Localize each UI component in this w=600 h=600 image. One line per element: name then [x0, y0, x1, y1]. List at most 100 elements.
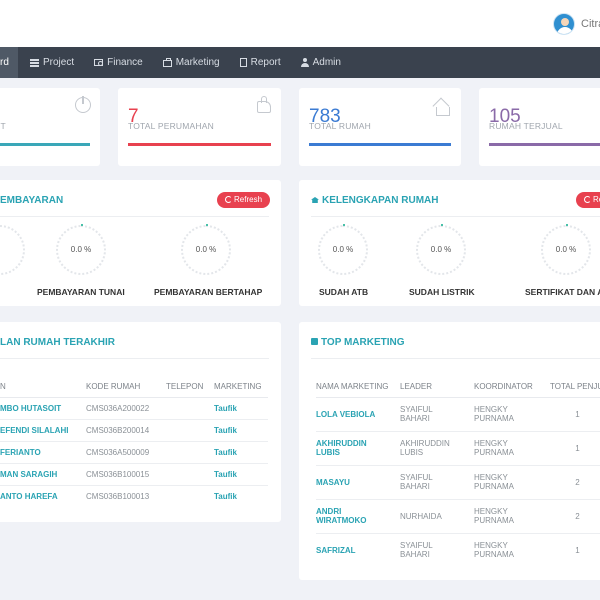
money-icon: [94, 59, 104, 66]
table-row[interactable]: MASAYU SYAIFUL BAHARI HENGKY PURNAMA 2: [316, 464, 600, 499]
cell-leader: SYAIFUL BAHARI: [400, 532, 474, 567]
cell-total: 1: [550, 396, 600, 431]
divider: [0, 216, 269, 217]
cell-nama: MAN SARAGIH: [0, 462, 86, 485]
cell-leader: NURHAIDA: [400, 498, 474, 533]
table-row[interactable]: MBO HUTASOIT CMS036A200022 Taufik: [0, 396, 268, 419]
cell-telepon: [166, 484, 214, 507]
cell-nama: FERIANTO: [0, 440, 86, 463]
cell-telepon: [166, 440, 214, 463]
column-header: LEADER: [400, 376, 474, 398]
nav-admin[interactable]: Admin: [291, 47, 351, 78]
column-header: MARKETING: [214, 376, 268, 398]
cell-leader: SYAIFUL BAHARI: [400, 396, 474, 431]
gauge-value: 0.0 %: [430, 245, 452, 254]
gauge-value: 0.0 %: [555, 245, 577, 254]
user-name[interactable]: Citra: [581, 18, 600, 30]
cell-kode: CMS036A200022: [86, 396, 166, 419]
gauge-marker: [441, 224, 443, 226]
stat-value: 783: [309, 106, 341, 127]
divider: [0, 358, 269, 359]
divider: [311, 216, 600, 217]
stat-card-rumah: 783 TOTAL RUMAH: [299, 88, 461, 166]
card-title: TOP MARKETING: [311, 337, 405, 348]
gauge-value: 0.0 %: [70, 245, 92, 254]
penjualan-terakhir-card: LAN RUMAH TERAKHIR N KODE RUMAH TELEPON …: [0, 322, 281, 522]
list-icon: [30, 58, 39, 67]
cell-koordinator: HENGKY PURNAMA: [474, 430, 550, 465]
refresh-label: Re: [593, 195, 600, 204]
file-icon: [239, 58, 247, 67]
gauge-atb: 0.0 %: [318, 224, 368, 275]
nav-project[interactable]: Project: [20, 47, 84, 78]
gauge-marker: [343, 224, 345, 226]
gauge-sertifikat: 0.0 %: [541, 224, 591, 275]
cell-koordinator: HENGKY PURNAMA: [474, 396, 550, 431]
table-row[interactable]: EFENDI SILALAHI CMS036B200014 Taufik: [0, 418, 268, 441]
refresh-button[interactable]: Refresh: [217, 192, 271, 208]
cell-nama[interactable]: ANDRI WIRATMOKO: [316, 498, 400, 533]
user-icon: [300, 58, 309, 67]
avatar[interactable]: [553, 13, 575, 35]
table-row[interactable]: MAN SARAGIH CMS036B100015 Taufik: [0, 462, 268, 485]
table-header-row: N KODE RUMAH TELEPON MARKETING: [0, 376, 268, 398]
table-row[interactable]: ANDRI WIRATMOKO NURHAIDA HENGKY PURNAMA …: [316, 498, 600, 533]
cell-total: 1: [550, 430, 600, 465]
main-nav: rd Project Finance Marketing Report Admi…: [0, 47, 600, 78]
home-icon: [311, 197, 319, 203]
cell-marketing[interactable]: Taufik: [214, 440, 268, 463]
cell-marketing[interactable]: Taufik: [214, 418, 268, 441]
briefcase-icon: [162, 58, 172, 67]
gauge-label: SUDAH ATB: [319, 287, 369, 297]
cell-koordinator: HENGKY PURNAMA: [474, 498, 550, 533]
nav-admin-label: Admin: [312, 57, 341, 68]
card-title-text: KELENGKAPAN RUMAH: [322, 195, 439, 206]
nav-finance[interactable]: Finance: [84, 47, 153, 78]
gauge-marker: [81, 224, 83, 226]
cell-nama[interactable]: MASAYU: [316, 464, 400, 499]
gauge-value: 0.0 %: [195, 245, 217, 254]
column-header: TOTAL PENJU: [550, 376, 600, 398]
cell-total: 1: [550, 532, 600, 567]
card-title-text: TOP MARKETING: [321, 337, 405, 348]
cell-nama[interactable]: AKHIRUDDIN LUBIS: [316, 430, 400, 465]
cell-marketing[interactable]: Taufik: [214, 462, 268, 485]
nav-report[interactable]: Report: [230, 47, 291, 78]
stat-label: IT: [0, 121, 6, 131]
gauge-bertahap: 0.0 %: [181, 224, 231, 275]
table-row[interactable]: AKHIRUDDIN LUBIS AKHIRUDDIN LUBIS HENGKY…: [316, 430, 600, 465]
table-row[interactable]: ANTO HAREFA CMS036B100013 Taufik: [0, 484, 268, 507]
cell-leader: SYAIFUL BAHARI: [400, 464, 474, 499]
gauge-value: 0.0 %: [332, 245, 354, 254]
cell-nama: MBO HUTASOIT: [0, 396, 86, 419]
pie-chart-icon: [75, 96, 91, 113]
nav-finance-label: Finance: [107, 57, 143, 68]
table-row[interactable]: FERIANTO CMS036A500009 Taufik: [0, 440, 268, 463]
cell-kode: CMS036A500009: [86, 440, 166, 463]
cell-marketing[interactable]: Taufik: [214, 484, 268, 507]
cell-kode: CMS036B100015: [86, 462, 166, 485]
cell-kode: CMS036B100013: [86, 484, 166, 507]
cell-total: 2: [550, 464, 600, 499]
gauge-label: PEMBAYARAN TUNAI: [37, 287, 125, 297]
gauge-marker: [206, 224, 208, 226]
stat-bar: [489, 143, 600, 146]
cell-marketing[interactable]: Taufik: [214, 396, 268, 419]
refresh-button[interactable]: Re: [576, 192, 600, 208]
gauge-listrik: 0.0 %: [416, 224, 466, 275]
cell-nama: EFENDI SILALAHI: [0, 418, 86, 441]
pembayaran-card: EMBAYARAN Refresh 0.0 % PEMBAYARAN TUNAI…: [0, 180, 281, 306]
stat-label: TOTAL PERUMAHAN: [128, 121, 214, 131]
cell-nama[interactable]: LOLA VEBIOLA: [316, 396, 400, 431]
user-menu[interactable]: Citra: [553, 13, 600, 35]
cell-nama[interactable]: SAFRIZAL: [316, 532, 400, 567]
stat-value: 7: [128, 106, 139, 127]
refresh-label: Refresh: [234, 195, 263, 204]
nav-dashboard-label: rd: [0, 57, 9, 68]
table-row[interactable]: LOLA VEBIOLA SYAIFUL BAHARI HENGKY PURNA…: [316, 396, 600, 431]
kelengkapan-card: KELENGKAPAN RUMAH Re 0.0 % SUDAH ATB 0.0…: [299, 180, 600, 306]
nav-dashboard[interactable]: rd: [0, 47, 18, 78]
table-row[interactable]: SAFRIZAL SYAIFUL BAHARI HENGKY PURNAMA 1: [316, 532, 600, 567]
nav-marketing[interactable]: Marketing: [153, 47, 230, 78]
card-title: LAN RUMAH TERAKHIR: [0, 337, 115, 348]
